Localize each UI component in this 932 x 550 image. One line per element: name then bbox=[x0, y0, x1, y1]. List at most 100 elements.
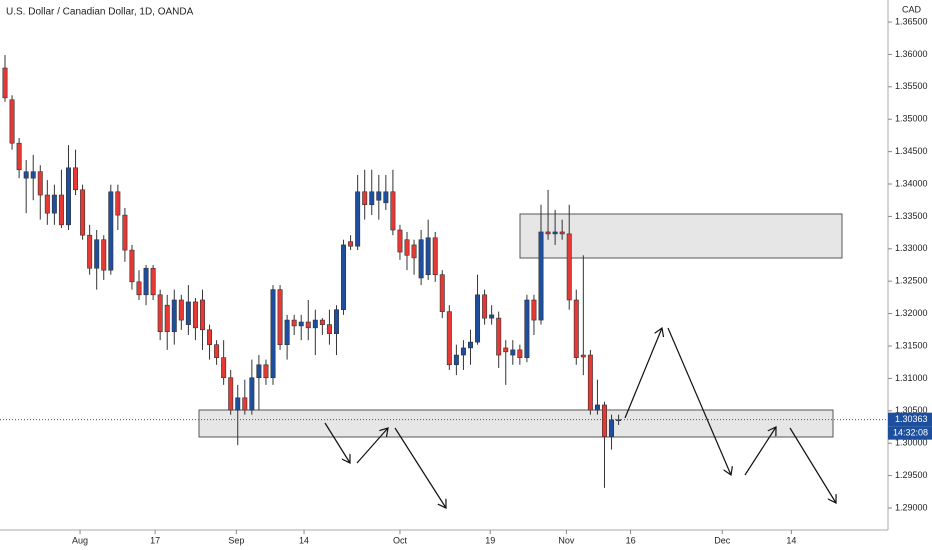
countdown-label: 14:32:08 bbox=[893, 428, 928, 438]
candle-body bbox=[411, 244, 417, 259]
candle-body bbox=[178, 299, 184, 321]
x-tick-label: Oct bbox=[393, 535, 408, 545]
resistance-zone bbox=[519, 213, 843, 259]
y-tick-label: 1.34000 bbox=[895, 178, 928, 188]
candle-body bbox=[552, 231, 558, 235]
y-tick-label: 1.36500 bbox=[895, 16, 928, 26]
arrow bbox=[789, 427, 836, 503]
arrow bbox=[356, 428, 388, 464]
candle-body bbox=[249, 377, 255, 411]
candle-body bbox=[185, 301, 191, 325]
candle-body bbox=[37, 171, 43, 196]
y-tick-label: 1.29000 bbox=[895, 502, 928, 512]
x-tick-label: Aug bbox=[72, 535, 88, 545]
y-tick-label: 1.35500 bbox=[895, 81, 928, 91]
x-tick-label: 14 bbox=[786, 535, 796, 545]
candle-body bbox=[453, 354, 459, 366]
candle-body bbox=[566, 233, 572, 301]
candle-body bbox=[404, 239, 410, 256]
candle-body bbox=[425, 237, 431, 276]
y-tick-label: 1.31500 bbox=[895, 340, 928, 350]
candle-body bbox=[439, 274, 445, 312]
candle-body bbox=[482, 294, 488, 319]
y-tick-label: 1.33000 bbox=[895, 243, 928, 253]
candle-body bbox=[80, 189, 86, 236]
candle-body bbox=[171, 299, 177, 333]
candle-body bbox=[609, 419, 615, 437]
currency-label: CAD bbox=[902, 4, 922, 14]
candle-body bbox=[270, 289, 276, 379]
candle-body bbox=[333, 309, 339, 334]
candle-body bbox=[524, 299, 530, 358]
candle-body bbox=[312, 319, 318, 329]
candle-body bbox=[362, 191, 368, 206]
candle-body bbox=[573, 299, 579, 358]
candle-body bbox=[30, 171, 36, 179]
y-tick-label: 1.29500 bbox=[895, 470, 928, 480]
candle-body bbox=[369, 191, 375, 206]
candle-body bbox=[538, 231, 544, 321]
candle-body bbox=[594, 404, 600, 411]
candle-body bbox=[291, 319, 297, 327]
candle-body bbox=[122, 214, 128, 251]
arrow bbox=[324, 422, 350, 463]
candle-body bbox=[94, 239, 100, 269]
y-tick-label: 1.32500 bbox=[895, 276, 928, 286]
chart-title: U.S. Dollar / Canadian Dollar, 1D, OANDA bbox=[6, 7, 194, 18]
y-tick-label: 1.30000 bbox=[895, 438, 928, 448]
x-tick-label: 17 bbox=[150, 535, 160, 545]
candle-body bbox=[341, 244, 347, 311]
candle-body bbox=[348, 241, 354, 247]
x-tick-label: Sep bbox=[228, 535, 244, 545]
candle-body bbox=[587, 354, 593, 411]
candle-body bbox=[136, 281, 142, 296]
candle-body bbox=[545, 231, 551, 235]
candle-body bbox=[601, 404, 607, 437]
zones bbox=[198, 213, 843, 438]
candle-body bbox=[44, 194, 50, 214]
candle-body bbox=[298, 321, 304, 327]
candle-body bbox=[207, 329, 213, 345]
last-price-label: 1.30363 bbox=[895, 414, 928, 424]
candle-body bbox=[2, 67, 8, 99]
candle-body bbox=[510, 349, 516, 356]
candle-body bbox=[235, 397, 241, 411]
candle-body bbox=[503, 347, 509, 353]
candle-body bbox=[164, 304, 170, 333]
x-tick-label: 19 bbox=[485, 535, 495, 545]
y-tick-label: 1.33500 bbox=[895, 211, 928, 221]
candle-body bbox=[228, 377, 234, 411]
candle-body bbox=[115, 191, 121, 216]
x-tick-label: 14 bbox=[299, 535, 309, 545]
candle-body bbox=[256, 364, 262, 379]
candle-body bbox=[284, 319, 290, 345]
candle-body bbox=[192, 301, 198, 329]
countdown-tag bbox=[888, 426, 932, 440]
y-tick-label: 1.31000 bbox=[895, 373, 928, 383]
arrow bbox=[394, 427, 446, 508]
candle-body bbox=[143, 267, 149, 296]
candle-body bbox=[23, 171, 29, 179]
candle-body bbox=[101, 239, 107, 271]
candle-body bbox=[129, 249, 135, 283]
support-zone bbox=[198, 409, 834, 438]
candle-body bbox=[73, 167, 79, 191]
candle-body bbox=[460, 347, 466, 356]
candle-body bbox=[376, 191, 382, 201]
candle-body bbox=[305, 321, 311, 329]
candle-body bbox=[531, 299, 537, 321]
candle-body bbox=[263, 364, 269, 379]
candle-body bbox=[9, 99, 15, 144]
candle-body bbox=[418, 239, 424, 279]
candle-body bbox=[199, 299, 205, 331]
candle-body bbox=[214, 344, 220, 358]
candle-body bbox=[16, 142, 22, 171]
candle-body bbox=[517, 349, 523, 358]
candle-body bbox=[446, 311, 452, 366]
y-tick-label: 1.36000 bbox=[895, 49, 928, 59]
candle-body bbox=[326, 324, 332, 334]
candle-body bbox=[580, 354, 586, 358]
candle-body bbox=[157, 294, 163, 333]
